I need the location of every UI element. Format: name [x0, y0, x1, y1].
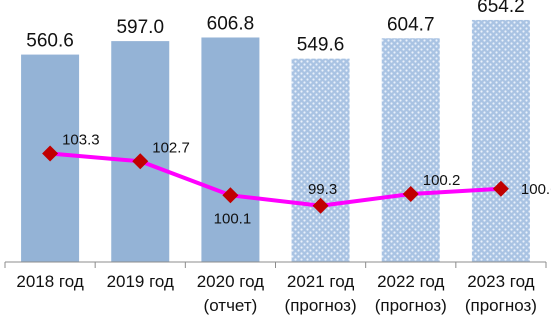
category-label-5: 2022 год [377, 272, 444, 291]
bar-3 [201, 37, 260, 262]
line-value-label-6: 100.6 [521, 181, 551, 198]
line-value-labels: 103.3 102.7 100.1 99.3 100.2 100.6 [62, 131, 551, 227]
line-value-label-2: 102.7 [152, 139, 190, 156]
line-point-5 [402, 186, 419, 202]
x-axis-ticks [4, 262, 547, 268]
bar-value-label-5: 604.7 [387, 14, 435, 35]
category-label-4: 2021 год [287, 272, 354, 291]
line-value-label-5: 100.2 [423, 172, 461, 189]
line-series [42, 145, 509, 214]
category-label-3: 2020 год [197, 272, 264, 291]
line-value-label-3: 100.1 [214, 210, 252, 227]
line-value-label-1: 103.3 [62, 131, 100, 148]
bar-value-labels: 560.6 597.0 606.8 549.6 604.7 654.2 [26, 0, 524, 56]
bar-6 [471, 19, 530, 262]
category-label-3-sub: (отчет) [204, 296, 258, 315]
bar-value-label-3: 606.8 [207, 13, 255, 34]
bar-value-label-1: 560.6 [26, 31, 74, 52]
category-label-6-sub: (прогноз) [465, 296, 537, 315]
category-label-5-sub: (прогноз) [375, 296, 447, 315]
category-label-4-sub: (прогноз) [285, 296, 357, 315]
line-path [49, 151, 502, 208]
bar-2 [111, 41, 170, 262]
line-point-2 [132, 153, 149, 170]
bar-5 [381, 38, 440, 262]
x-axis-labels: 2018 год 2019 год 2020 год (отчет) 2021 год (… [16, 272, 537, 315]
bar-series [21, 19, 530, 263]
line-point-3 [222, 187, 239, 204]
line-point-4 [312, 197, 329, 214]
bar-value-label-2: 597.0 [116, 17, 164, 38]
line-point-6 [492, 180, 509, 197]
category-label-2: 2019 год [107, 272, 174, 291]
line-value-label-4: 99.3 [308, 181, 337, 198]
category-label-1: 2018 год [16, 272, 83, 291]
category-label-6: 2023 год [467, 272, 534, 291]
bar-4 [291, 58, 350, 263]
bar-value-label-6: 654.2 [477, 0, 525, 17]
bar-value-label-4: 549.6 [297, 35, 345, 56]
line-point-1 [42, 145, 59, 162]
